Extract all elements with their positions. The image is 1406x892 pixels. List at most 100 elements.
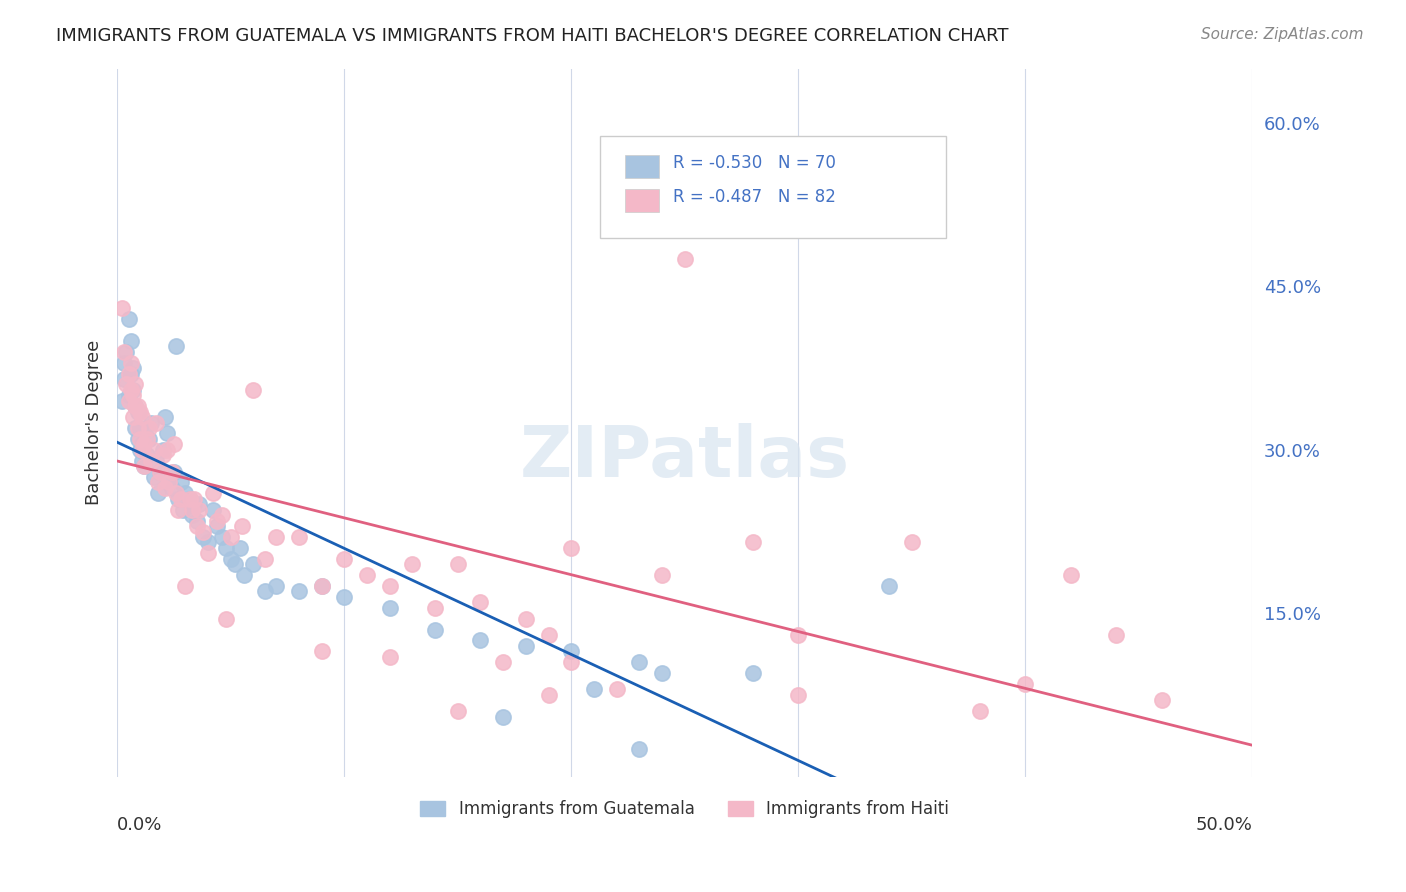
Point bbox=[131, 437, 153, 451]
Point bbox=[146, 486, 169, 500]
Point bbox=[124, 399, 146, 413]
Text: ZIPatlas: ZIPatlas bbox=[520, 424, 849, 492]
FancyBboxPatch shape bbox=[600, 136, 946, 238]
Point bbox=[127, 421, 149, 435]
Point bbox=[122, 361, 145, 376]
Point bbox=[253, 584, 276, 599]
Point bbox=[142, 470, 165, 484]
Point bbox=[152, 448, 174, 462]
Point bbox=[183, 491, 205, 506]
Point bbox=[167, 491, 190, 506]
Point bbox=[742, 666, 765, 681]
Point bbox=[492, 709, 515, 723]
Point bbox=[157, 475, 180, 490]
Point bbox=[124, 377, 146, 392]
Point bbox=[135, 448, 157, 462]
Point bbox=[153, 410, 176, 425]
Point bbox=[423, 600, 446, 615]
Point bbox=[651, 666, 673, 681]
Point bbox=[146, 475, 169, 490]
Point bbox=[157, 475, 180, 490]
Point bbox=[560, 644, 582, 658]
Point bbox=[131, 453, 153, 467]
Point bbox=[163, 437, 186, 451]
Point bbox=[333, 551, 356, 566]
Point bbox=[311, 579, 333, 593]
Text: R = -0.487   N = 82: R = -0.487 N = 82 bbox=[673, 187, 837, 206]
Point bbox=[165, 486, 187, 500]
Point bbox=[211, 530, 233, 544]
Point bbox=[135, 432, 157, 446]
Point bbox=[120, 356, 142, 370]
Point bbox=[264, 530, 287, 544]
FancyBboxPatch shape bbox=[624, 155, 659, 178]
Point bbox=[333, 590, 356, 604]
Point bbox=[242, 558, 264, 572]
Point bbox=[193, 530, 215, 544]
Point bbox=[311, 579, 333, 593]
Point bbox=[134, 459, 156, 474]
Point bbox=[205, 519, 228, 533]
Point bbox=[229, 541, 252, 555]
Point bbox=[288, 530, 311, 544]
Point bbox=[117, 393, 139, 408]
Point bbox=[211, 508, 233, 523]
Point bbox=[156, 442, 179, 457]
Point bbox=[127, 399, 149, 413]
Point bbox=[1014, 677, 1036, 691]
Point bbox=[170, 475, 193, 490]
Point bbox=[122, 388, 145, 402]
Point bbox=[219, 551, 242, 566]
Point bbox=[145, 453, 167, 467]
Point bbox=[470, 633, 492, 648]
Text: IMMIGRANTS FROM GUATEMALA VS IMMIGRANTS FROM HAITI BACHELOR'S DEGREE CORRELATION: IMMIGRANTS FROM GUATEMALA VS IMMIGRANTS … bbox=[56, 27, 1008, 45]
Point bbox=[142, 442, 165, 457]
Point bbox=[378, 649, 401, 664]
Point bbox=[423, 623, 446, 637]
Point bbox=[1060, 568, 1083, 582]
Point bbox=[167, 502, 190, 516]
Point bbox=[179, 491, 201, 506]
Point bbox=[253, 551, 276, 566]
Legend: Immigrants from Guatemala, Immigrants from Haiti: Immigrants from Guatemala, Immigrants fr… bbox=[413, 794, 956, 825]
Point bbox=[628, 742, 651, 756]
Point bbox=[170, 491, 193, 506]
Point bbox=[742, 535, 765, 549]
Point bbox=[515, 639, 537, 653]
Point bbox=[560, 541, 582, 555]
Point bbox=[628, 655, 651, 669]
Point bbox=[181, 508, 204, 523]
Point bbox=[901, 535, 924, 549]
Point bbox=[174, 579, 197, 593]
Point bbox=[264, 579, 287, 593]
Point bbox=[215, 612, 238, 626]
Point bbox=[673, 252, 696, 267]
Point bbox=[179, 491, 201, 506]
Point bbox=[112, 372, 135, 386]
Point bbox=[124, 399, 146, 413]
Point bbox=[537, 628, 560, 642]
Point bbox=[378, 579, 401, 593]
Point bbox=[149, 465, 172, 479]
Point bbox=[134, 437, 156, 451]
Point bbox=[128, 421, 150, 435]
Point bbox=[138, 432, 160, 446]
Point bbox=[787, 628, 810, 642]
Point bbox=[115, 344, 138, 359]
Point bbox=[122, 410, 145, 425]
Point bbox=[153, 481, 176, 495]
Point bbox=[112, 344, 135, 359]
Point bbox=[651, 568, 673, 582]
Point bbox=[122, 383, 145, 397]
Point bbox=[187, 502, 209, 516]
Point bbox=[134, 459, 156, 474]
Point bbox=[356, 568, 378, 582]
Point bbox=[138, 421, 160, 435]
Point bbox=[197, 535, 219, 549]
FancyBboxPatch shape bbox=[624, 189, 659, 212]
Point bbox=[205, 514, 228, 528]
Point bbox=[156, 426, 179, 441]
Point bbox=[186, 514, 208, 528]
Point bbox=[131, 442, 153, 457]
Point bbox=[1105, 628, 1128, 642]
